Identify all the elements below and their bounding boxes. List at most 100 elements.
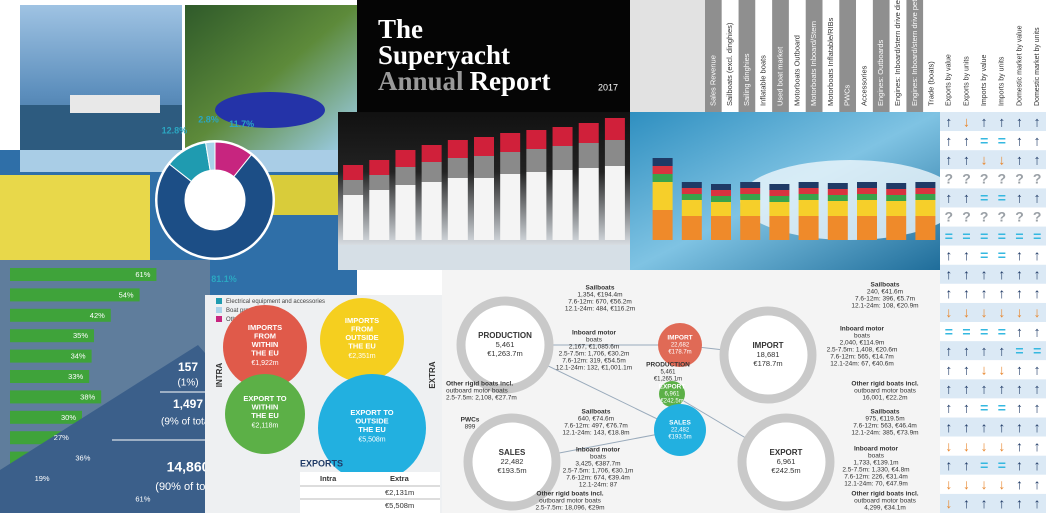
trend-indicator: ↑ — [981, 381, 988, 397]
node-units: 18,681 — [757, 350, 780, 359]
trend-indicator: ↑ — [1016, 190, 1023, 206]
grid-row — [940, 379, 1046, 398]
trend-indicator: ↑ — [981, 419, 988, 435]
bar-segment — [653, 174, 673, 182]
grid-row — [940, 150, 1046, 169]
bar-segment — [343, 165, 363, 180]
flow-annotation: Other rigid boats incl. — [536, 491, 603, 498]
trade-label: THE EU — [348, 341, 376, 350]
bar-segment — [828, 216, 848, 240]
bar-segment — [769, 202, 789, 216]
bar-segment — [369, 160, 389, 175]
trend-indicator: ↑ — [963, 151, 970, 167]
bar-segment — [915, 194, 935, 200]
node-label: EXPORT — [659, 384, 686, 391]
bar-segment — [915, 182, 935, 188]
photo-boat — [70, 95, 160, 113]
trend-indicator: ↑ — [1016, 400, 1023, 416]
trend-indicator: = — [998, 247, 1006, 263]
trend-indicator: ↑ — [1034, 151, 1041, 167]
grid-row — [940, 437, 1046, 456]
bar-segment — [711, 184, 731, 190]
column-header: Engines: Inboard/stern drive diesel — [893, 0, 902, 106]
bar-label: 35% — [73, 331, 88, 340]
bar-segment — [799, 194, 819, 200]
column-header: Motorboats Inboard/Stern — [809, 21, 818, 106]
flow-annotation: boats — [586, 337, 603, 344]
node-units: 6,961 — [777, 457, 796, 466]
bar-segment — [886, 183, 906, 189]
flow-annotation: Other rigid boats incl. — [851, 491, 918, 498]
trend-indicator: ↑ — [963, 419, 970, 435]
trend-indicator: ↓ — [981, 361, 988, 377]
trend-indicator: = — [980, 457, 988, 473]
column-header: Sales Revenue — [708, 55, 717, 106]
legend-swatch — [216, 316, 222, 322]
trend-indicator: = — [980, 247, 988, 263]
trend-indicator: ↓ — [963, 476, 970, 492]
trend-indicator: ↑ — [1034, 457, 1041, 473]
bar-label: 34% — [71, 352, 86, 361]
bar-segment — [769, 196, 789, 202]
trend-indicator: ? — [980, 171, 989, 187]
flow-annotation: Inboard motor — [576, 447, 621, 454]
node-label: IMPORT — [667, 335, 692, 342]
flow-annotation: boats — [590, 454, 607, 461]
trade-value: €2,118m — [252, 423, 279, 430]
trend-indicator: ↑ — [945, 113, 952, 129]
trend-indicator: ↑ — [945, 361, 952, 377]
flow-annotation: 12.1-24m: 67, €40.6m — [830, 361, 894, 368]
trend-indicator: ↑ — [963, 381, 970, 397]
trend-indicator: ? — [945, 171, 954, 187]
flow-annotation: Sailboats — [586, 285, 615, 292]
trend-indicator: ↑ — [945, 419, 952, 435]
trend-indicator: ↑ — [963, 361, 970, 377]
node-label: SALES — [499, 448, 526, 457]
trend-indicator: = — [998, 323, 1006, 339]
trend-indicator: ↓ — [963, 304, 970, 320]
node-label: IMPORT — [752, 341, 783, 350]
grid-row — [940, 265, 1046, 284]
trend-indicator: = — [980, 132, 988, 148]
bar-segment — [740, 182, 760, 188]
trend-indicator: ↑ — [1034, 400, 1041, 416]
trend-indicator: ↑ — [1016, 151, 1023, 167]
trend-indicator: = — [1033, 228, 1041, 244]
trend-indicator: = — [980, 228, 988, 244]
trend-indicator: = — [1015, 228, 1023, 244]
grid-row — [940, 188, 1046, 207]
bar-segment — [474, 178, 494, 240]
trend-indicator: ↓ — [981, 476, 988, 492]
bar-segment — [579, 123, 599, 143]
trend-indicator: = — [945, 323, 953, 339]
trend-indicator: ↑ — [1034, 419, 1041, 435]
trade-label: THE EU — [358, 425, 386, 434]
bar-segment — [857, 194, 877, 200]
trend-indicator: = — [980, 190, 988, 206]
flow-annotation: 899 — [465, 424, 476, 431]
bar-segment — [579, 143, 599, 168]
node-value: €1,263.7m — [487, 349, 522, 358]
trend-indicator: ↑ — [998, 266, 1005, 282]
grid-row — [940, 456, 1046, 475]
trend-indicator: ↑ — [1016, 438, 1023, 454]
bar-label: 38% — [80, 392, 95, 401]
trend-indicator: ↑ — [1034, 190, 1041, 206]
bar-segment — [605, 118, 625, 140]
bar-segment — [369, 190, 389, 240]
bar-segment — [526, 130, 546, 149]
bar-segment — [474, 137, 494, 156]
flow-annotation: 12.1-24m: 70, €47.9m — [844, 481, 908, 488]
grid-row — [940, 418, 1046, 437]
trend-indicator: ↑ — [1016, 476, 1023, 492]
bar-segment — [422, 162, 442, 182]
trend-indicator: ↑ — [1016, 113, 1023, 129]
table-cell: €2,131m — [385, 488, 414, 497]
bar-segment — [915, 216, 935, 240]
trend-indicator: ↑ — [1034, 323, 1041, 339]
bar-segment — [799, 182, 819, 188]
flow-annotation: 640, €74.6m — [578, 416, 614, 423]
donut-label: 81.1% — [211, 274, 237, 284]
bar-label: 61% — [135, 270, 150, 279]
legend-swatch — [216, 307, 222, 313]
